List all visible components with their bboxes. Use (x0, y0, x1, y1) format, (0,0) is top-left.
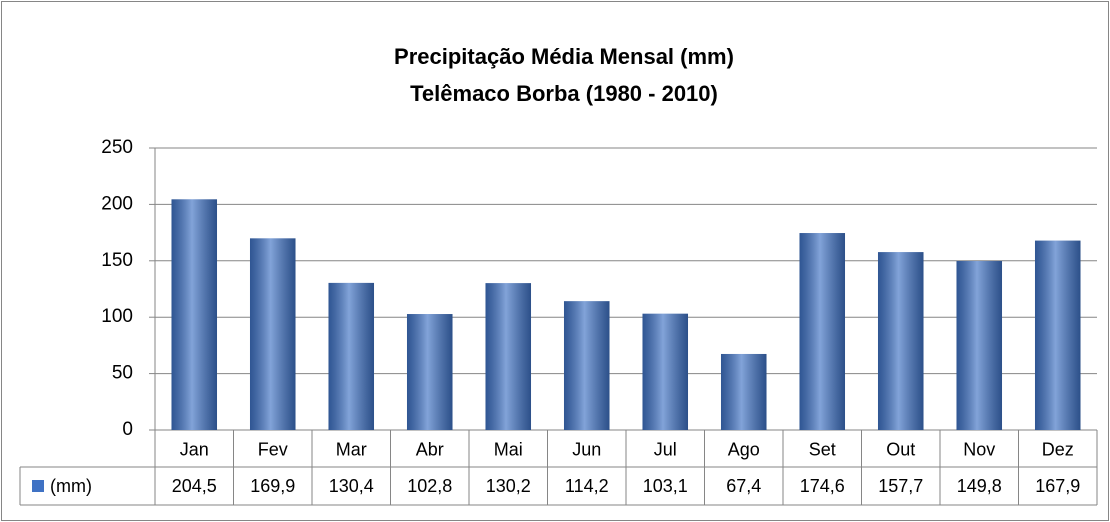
bar-shine (956, 261, 1003, 430)
bar-shine (799, 233, 846, 430)
x-tick-label: Fev (258, 439, 288, 459)
bar-shine (485, 283, 532, 430)
bar-shine (249, 238, 296, 430)
legend-label: (mm) (50, 476, 92, 496)
x-tick-label: Dez (1042, 439, 1074, 459)
bar-shine (1034, 240, 1081, 430)
table-value: 103,1 (643, 476, 688, 496)
x-tick-label: Jan (180, 439, 209, 459)
table-value: 102,8 (407, 476, 452, 496)
table-value: 157,7 (878, 476, 923, 496)
table-value: 114,2 (565, 476, 609, 496)
y-tick-label: 250 (101, 137, 133, 158)
chart-title: Precipitação Média Mensal (mm) (394, 44, 734, 69)
x-tick-label: Jun (572, 439, 601, 459)
x-tick-label: Out (886, 439, 915, 459)
table-value: 204,5 (172, 476, 217, 496)
y-tick-label: 200 (101, 193, 133, 214)
bar-shine (328, 282, 375, 430)
bar-shine (642, 313, 689, 430)
y-tick-label: 50 (112, 363, 133, 384)
table-value: 130,2 (486, 476, 531, 496)
legend-key (32, 480, 44, 492)
bar-shine (720, 353, 767, 430)
table-value: 149,8 (957, 476, 1002, 496)
table-value: 67,4 (726, 476, 761, 496)
x-tick-label: Mar (336, 439, 367, 459)
y-tick-label: 150 (101, 250, 133, 271)
y-tick-label: 100 (101, 306, 133, 327)
table-value: 130,4 (329, 476, 374, 496)
x-tick-label: Abr (416, 439, 444, 459)
bar-shine (877, 252, 924, 430)
x-tick-label: Mai (494, 439, 523, 459)
x-tick-label: Set (809, 439, 836, 459)
table-value: 174,6 (800, 476, 845, 496)
x-tick-label: Ago (728, 439, 760, 459)
bar-shine (563, 301, 610, 430)
table-value: 169,9 (250, 476, 295, 496)
bar-shine (171, 199, 218, 430)
y-tick-label: 0 (122, 419, 133, 440)
bar-shine (406, 314, 453, 430)
x-tick-label: Jul (654, 439, 677, 459)
x-tick-label: Nov (963, 439, 995, 459)
chart-subtitle: Telêmaco Borba (1980 - 2010) (410, 81, 718, 106)
table-value: 167,9 (1035, 476, 1080, 496)
